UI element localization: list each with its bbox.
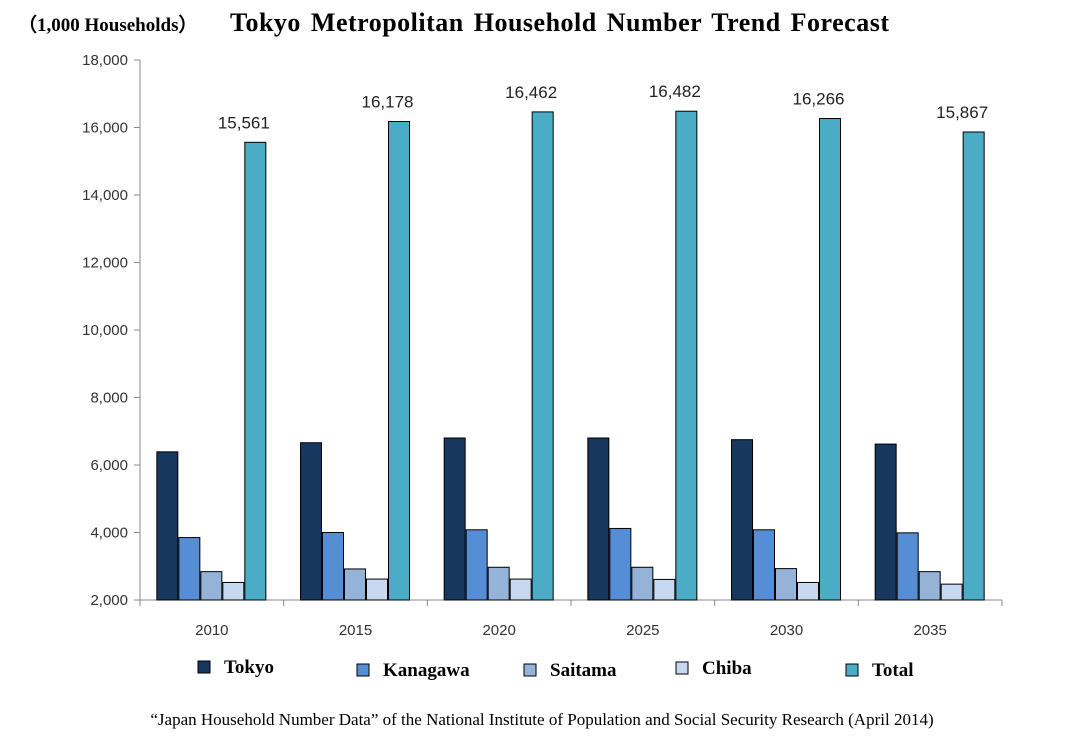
y-tick-label: 2,000 (90, 592, 128, 609)
bar-kanagawa (753, 529, 775, 601)
source-note: “Japan Household Number Data” of the Nat… (150, 710, 934, 729)
bar-total (388, 120, 410, 601)
bar-saitama (631, 566, 654, 601)
bar-saitama (775, 568, 797, 601)
bar-tokyo (300, 442, 322, 601)
bar-chiba (222, 581, 245, 601)
x-tick-label: 2015 (339, 622, 372, 639)
bar-total (531, 111, 554, 601)
legend-label-total: Total (872, 660, 914, 681)
bar-saitama (344, 568, 366, 601)
x-tick-label: 2010 (195, 622, 228, 639)
x-tick-label: 2025 (626, 622, 659, 639)
bar-kanagawa (609, 527, 632, 601)
total-data-label: 16,462 (505, 83, 557, 102)
total-data-label: 16,266 (793, 90, 845, 109)
y-tick-label: 6,000 (90, 457, 128, 474)
bar-kanagawa (896, 532, 919, 601)
bar-tokyo (731, 439, 753, 601)
legend-swatch-kanagawa (356, 663, 370, 677)
legend-swatch-saitama (523, 663, 537, 677)
bar-saitama (918, 571, 941, 601)
chart-title: Tokyo Metropolitan Household Number Tren… (230, 8, 890, 37)
bar-kanagawa (322, 532, 344, 601)
bar-tokyo (443, 437, 466, 601)
bar-saitama (200, 571, 223, 601)
bar-tokyo (156, 451, 179, 601)
bar-saitama (487, 566, 510, 601)
bar-chiba (797, 581, 819, 601)
legend-swatch-total (845, 663, 859, 677)
bar-chiba (509, 578, 532, 601)
y-tick-label: 8,000 (90, 390, 128, 407)
y-tick-label: 12,000 (82, 255, 128, 272)
y-tick-label: 14,000 (82, 187, 128, 204)
bar-total (675, 110, 698, 601)
bar-tokyo (587, 437, 610, 601)
bar-chart: 2,000 4,000 6,000 8,000 10,000 12,000 14,000 16… (82, 52, 1003, 681)
total-data-label: 15,867 (936, 103, 988, 122)
bar-chiba (940, 583, 963, 601)
bar-kanagawa (465, 529, 488, 601)
legend-label-tokyo: Tokyo (224, 657, 274, 678)
total-data-label: 15,561 (218, 113, 270, 132)
y-tick-label: 16,000 (82, 120, 128, 137)
legend-label-saitama: Saitama (550, 660, 617, 681)
total-data-label: 16,178 (362, 92, 414, 111)
x-tick-label: 2035 (913, 622, 946, 639)
y-tick-label: 10,000 (82, 322, 128, 339)
legend-label-kanagawa: Kanagawa (383, 660, 470, 681)
legend-label-chiba: Chiba (702, 658, 752, 679)
unit-label: （1,000 Households） (18, 15, 198, 36)
bar-total (244, 141, 267, 601)
bar-chiba (366, 578, 388, 601)
bar-tokyo (874, 443, 897, 601)
y-tick-label: 18,000 (82, 52, 128, 69)
bar-chiba (653, 578, 676, 601)
y-tick-label: 4,000 (90, 525, 128, 542)
legend-swatch-chiba (675, 661, 689, 675)
bar-total (962, 131, 985, 601)
bar-total (819, 118, 841, 601)
total-data-label: 16,482 (649, 82, 701, 101)
x-tick-label: 2030 (770, 622, 803, 639)
bar-kanagawa (178, 537, 201, 601)
legend-swatch-tokyo (197, 660, 211, 674)
x-tick-label: 2020 (482, 622, 515, 639)
